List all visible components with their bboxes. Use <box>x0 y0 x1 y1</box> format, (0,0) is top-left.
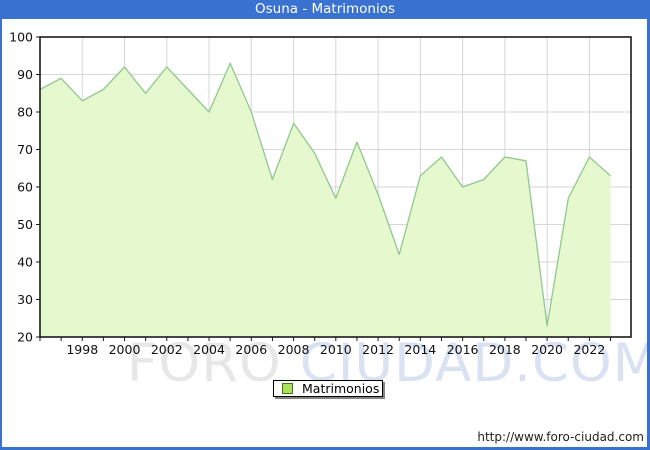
x-tick-label: 2008 <box>278 342 310 357</box>
legend: Matrimonios <box>273 380 383 397</box>
x-tick-label: 2010 <box>320 342 352 357</box>
x-axis-labels: 1998 2000 2002 2004 2006 2008 2010 2012 2014 2016… <box>66 342 605 357</box>
x-tick-label: 2000 <box>109 342 141 357</box>
y-tick-label: 30 <box>17 292 33 307</box>
legend-swatch-icon <box>282 383 293 394</box>
y-tick-label: 60 <box>17 179 33 194</box>
y-tick-label: 50 <box>17 217 33 232</box>
y-tick-label: 100 <box>9 29 33 44</box>
window-border-bottom <box>0 447 650 450</box>
x-tick-label: 2018 <box>489 342 521 357</box>
area-series <box>39 62 611 338</box>
x-tick-label: 2022 <box>573 342 605 357</box>
legend-label: Matrimonios <box>302 381 380 396</box>
watermark-foro: FORO <box>127 333 282 394</box>
x-tick-label: 1998 <box>66 342 98 357</box>
x-tick-label: 2006 <box>235 342 267 357</box>
footer-url: http://www.foro-ciudad.com <box>477 430 644 444</box>
x-tick-label: 2012 <box>362 342 394 357</box>
y-axis-labels: 20 30 40 50 60 70 80 90 100 <box>9 29 33 344</box>
x-tick-label: 2014 <box>404 342 436 357</box>
y-tick-label: 80 <box>17 104 33 119</box>
y-tick-label: 40 <box>17 254 33 269</box>
y-tick-label: 70 <box>17 142 33 157</box>
y-tick-label: 90 <box>17 67 33 82</box>
x-tick-label: 2004 <box>193 342 225 357</box>
window-title: Osuna - Matrimonios <box>0 0 650 19</box>
window-border-right <box>647 0 650 450</box>
y-tick-label: 20 <box>17 329 33 344</box>
x-tick-label: 2020 <box>531 342 563 357</box>
x-tick-label: 2016 <box>447 342 479 357</box>
x-tick-label: 2002 <box>151 342 183 357</box>
axis-ticks <box>36 36 612 341</box>
window-border-left <box>0 0 2 450</box>
